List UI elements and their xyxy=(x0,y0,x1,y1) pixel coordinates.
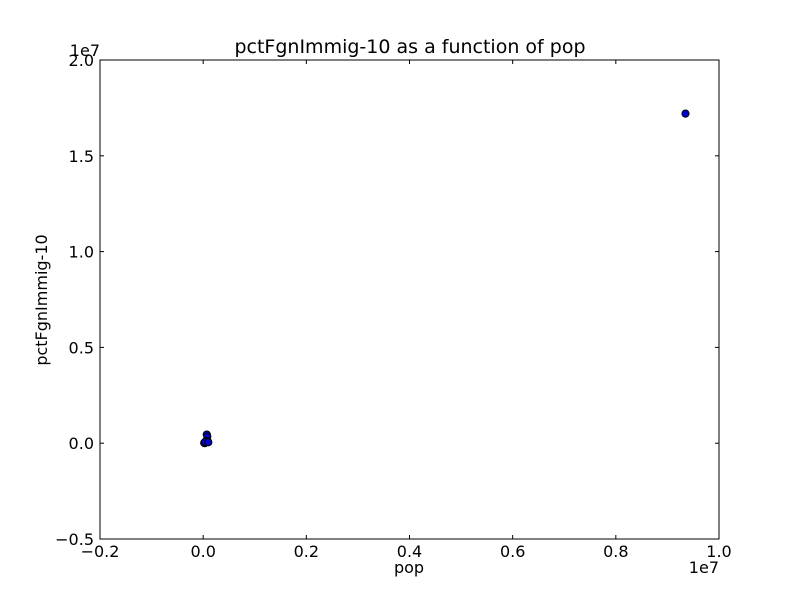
x-axis-offset-label: 1e7 xyxy=(689,558,719,577)
y-tick-label: 2.0 xyxy=(69,51,94,70)
y-axis-offset-label: 1e7 xyxy=(70,41,100,60)
y-tick-label: −0.5 xyxy=(55,530,94,549)
x-tick-label: −0.2 xyxy=(81,542,120,561)
plot-area xyxy=(100,60,719,539)
ticks-layer: −0.2 0.0 0.2 0.4 0.6 0.8 1.0 −0.5 0.0 0.5 1.0 1.5 2.… xyxy=(55,51,732,561)
x-axis-label: pop xyxy=(394,558,424,577)
chart-title: pctFgnImmig-10 as a function of pop xyxy=(234,36,585,58)
x-tick-label: 0.4 xyxy=(397,542,422,561)
y-tick-label: 0.5 xyxy=(69,338,94,357)
y-axis-label: pctFgnImmig-10 xyxy=(32,234,51,365)
x-tick-label: 0.0 xyxy=(190,542,215,561)
data-point xyxy=(681,109,690,118)
y-tick-label: 1.5 xyxy=(69,147,94,166)
points-layer xyxy=(200,109,690,448)
x-tick-label: 0.8 xyxy=(603,542,628,561)
data-point xyxy=(204,438,213,447)
x-tick-label: 0.2 xyxy=(294,542,319,561)
x-tick-label: 1.0 xyxy=(706,542,731,561)
y-tick-label: 0.0 xyxy=(69,434,94,453)
x-tick-label: 0.6 xyxy=(500,542,525,561)
plot-frame xyxy=(99,59,720,540)
y-tick-label: 1.0 xyxy=(69,243,94,262)
